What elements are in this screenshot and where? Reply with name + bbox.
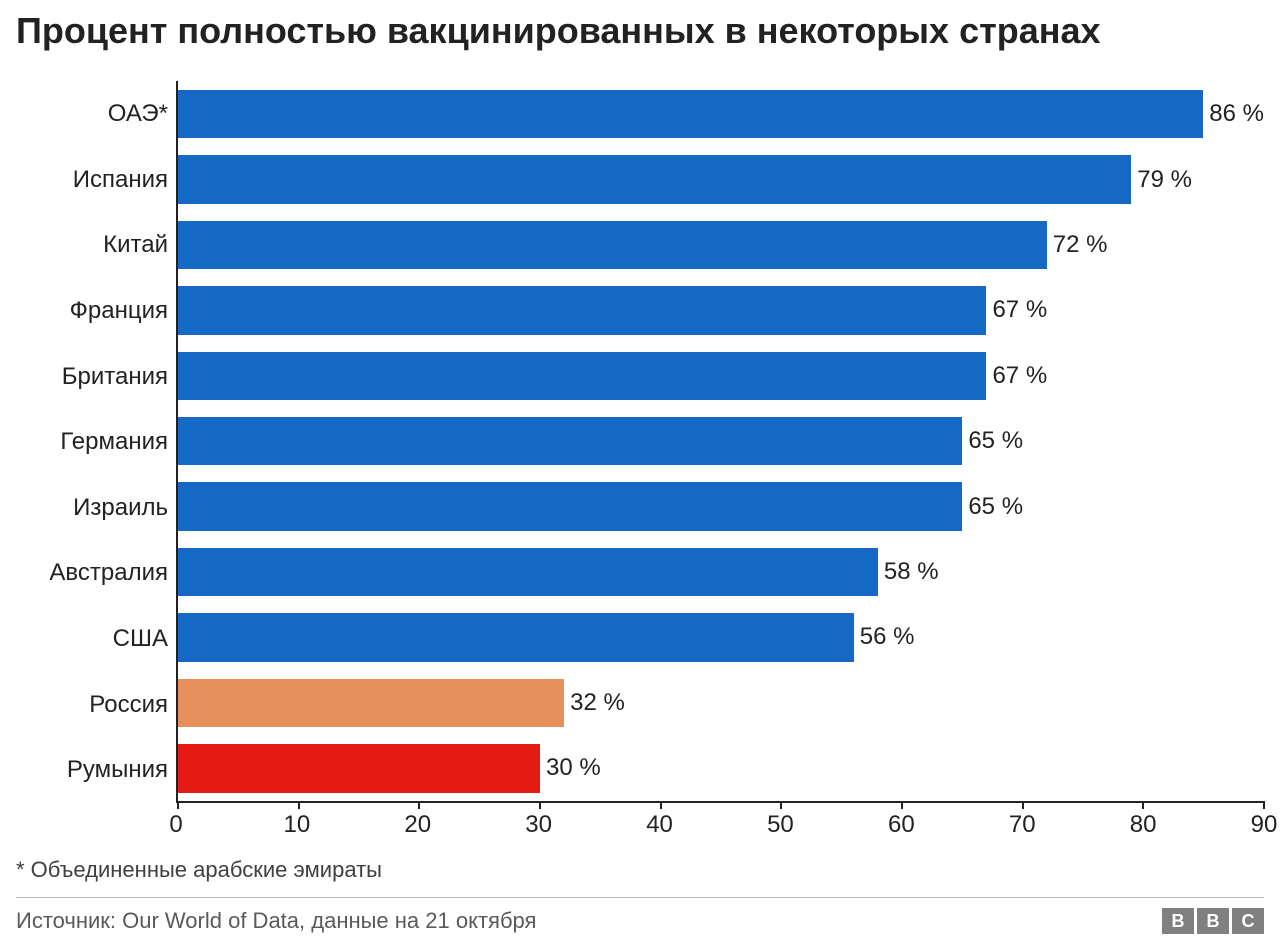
bar-value-label: 65 % xyxy=(968,427,1023,455)
y-axis-label: США xyxy=(16,606,176,672)
bar xyxy=(178,548,878,596)
bar-value-label: 79 % xyxy=(1137,166,1192,194)
bar xyxy=(178,221,1047,269)
bbc-logo: BBC xyxy=(1162,908,1264,934)
y-axis-label: Израиль xyxy=(16,475,176,541)
bar-value-label: 67 % xyxy=(992,362,1047,390)
bar-row: 58 % xyxy=(178,539,1264,604)
source-text: Источник: Our World of Data, данные на 2… xyxy=(16,908,536,934)
y-axis-label: Австралия xyxy=(16,541,176,607)
bar-row: 30 % xyxy=(178,736,1264,801)
bar-row: 56 % xyxy=(178,605,1264,670)
y-axis-label: ОАЭ* xyxy=(16,81,176,147)
y-axis-labels: ОАЭ*ИспанияКитайФранцияБританияГерманияИ… xyxy=(16,81,176,839)
bar xyxy=(178,482,962,530)
bar-row: 65 % xyxy=(178,409,1264,474)
bar-row: 67 % xyxy=(178,343,1264,408)
y-axis-label: Франция xyxy=(16,278,176,344)
bbc-logo-box: B xyxy=(1162,908,1194,934)
bar xyxy=(178,744,540,792)
chart-title: Процент полностью вакцинированных в неко… xyxy=(16,10,1264,51)
y-axis-label: Испания xyxy=(16,147,176,213)
chart-container: Процент полностью вакцинированных в неко… xyxy=(0,0,1280,948)
bbc-logo-box: C xyxy=(1232,908,1264,934)
bar-row: 79 % xyxy=(178,147,1264,212)
bar-value-label: 30 % xyxy=(546,754,601,782)
bar xyxy=(178,613,854,661)
bar-row: 67 % xyxy=(178,278,1264,343)
bar-value-label: 58 % xyxy=(884,558,939,586)
bar xyxy=(178,286,986,334)
chart-footnote: * Объединенные арабские эмираты xyxy=(16,845,1264,897)
y-axis-label: Китай xyxy=(16,213,176,279)
y-axis-label: Британия xyxy=(16,344,176,410)
bar-value-label: 65 % xyxy=(968,493,1023,521)
bar-row: 72 % xyxy=(178,212,1264,277)
x-tick-label: 20 xyxy=(404,811,431,839)
bar xyxy=(178,352,986,400)
bar-value-label: 86 % xyxy=(1209,100,1264,128)
source-footer: Источник: Our World of Data, данные на 2… xyxy=(16,897,1264,948)
bar-value-label: 67 % xyxy=(992,296,1047,324)
y-axis-label: Россия xyxy=(16,672,176,738)
bbc-logo-box: B xyxy=(1197,908,1229,934)
plot-area: 86 % 79 % 72 % 67 % 67 % 65 % 65 % 58 % 56 % 32 %… xyxy=(176,81,1264,839)
bars-area: 86 % 79 % 72 % 67 % 67 % 65 % 65 % 58 % 56 % 32 %… xyxy=(176,81,1264,803)
x-tick-label: 30 xyxy=(525,811,552,839)
x-tick-label: 90 xyxy=(1251,811,1278,839)
bar-value-label: 32 % xyxy=(570,689,625,717)
bar xyxy=(178,679,564,727)
bar-row: 65 % xyxy=(178,474,1264,539)
y-axis-label: Румыния xyxy=(16,737,176,803)
bar-row: 86 % xyxy=(178,81,1264,146)
bar xyxy=(178,155,1131,203)
bar-value-label: 56 % xyxy=(860,623,915,651)
bar-value-label: 72 % xyxy=(1053,231,1108,259)
x-tick-label: 50 xyxy=(767,811,794,839)
bar xyxy=(178,90,1203,138)
chart: ОАЭ*ИспанияКитайФранцияБританияГерманияИ… xyxy=(16,81,1264,839)
x-tick-label: 0 xyxy=(169,811,182,839)
x-tick-label: 10 xyxy=(284,811,311,839)
x-tick-label: 80 xyxy=(1130,811,1157,839)
y-axis-label: Германия xyxy=(16,409,176,475)
x-tick-label: 60 xyxy=(888,811,915,839)
bar xyxy=(178,417,962,465)
x-tick-label: 40 xyxy=(646,811,673,839)
bar-row: 32 % xyxy=(178,670,1264,735)
x-axis: 0102030405060708090 xyxy=(176,803,1264,839)
x-tick-label: 70 xyxy=(1009,811,1036,839)
